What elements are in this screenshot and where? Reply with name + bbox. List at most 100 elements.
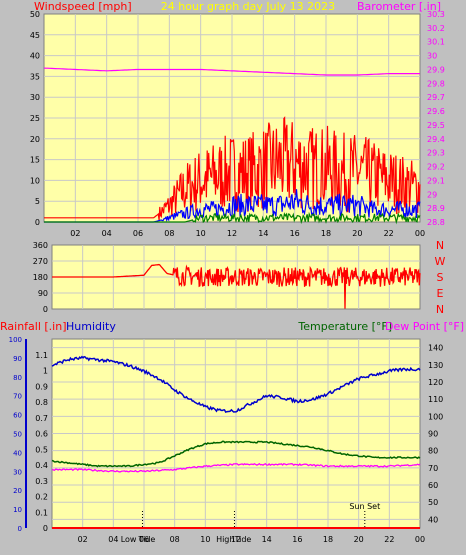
temperature-y-tick: 110 <box>428 395 443 404</box>
high-tide-label-word1: High <box>216 535 234 544</box>
climate-x-tick: 12 <box>231 535 241 544</box>
direction-grid <box>52 245 420 309</box>
temperature-y-tick: 50 <box>428 498 438 507</box>
barometer-y-tick: 30.3 <box>427 10 445 19</box>
windspeed-title: Windspeed [mph] <box>34 0 132 13</box>
humidity-y-tick: 30 <box>13 468 22 476</box>
compass-label: S <box>437 271 444 284</box>
climate-x-tick: 20 <box>354 535 364 544</box>
climate-x-tick: 02 <box>78 535 88 544</box>
temperature-y-tick: 120 <box>428 378 443 387</box>
climate-x-tick: 10 <box>200 535 210 544</box>
rainfall-y-axis: 0 0.1 0.2 0.3 0.4 0.5 0.6 0.7 0.8 0.9 1 1.1 <box>35 351 48 533</box>
rainfall-y-tick: 1.1 <box>35 351 48 360</box>
humidity-y-tick: 60 <box>13 412 22 420</box>
wind-y-tick: 45 <box>30 31 40 40</box>
temperature-y-tick: 130 <box>428 361 443 370</box>
humidity-line <box>51 355 421 414</box>
wind-x-tick: 12 <box>227 229 237 238</box>
dewpoint-line <box>51 462 421 473</box>
temperature-y-axis: 40 50 60 70 80 90 100 110 120 130 140 <box>428 344 443 525</box>
wind-direction-line <box>52 263 421 309</box>
humidity-y-tick: 20 <box>13 487 22 495</box>
wind-x-tick: 08 <box>164 229 174 238</box>
compass-label: W <box>435 255 446 268</box>
temperature-y-tick: 70 <box>428 464 438 473</box>
direction-y-tick: 0 <box>43 305 48 314</box>
barometer-y-axis: 28.8 28.9 29 29.1 29.2 29.3 29.4 29.5 29.6 29.7 29… <box>427 10 445 227</box>
wind-x-axis: 02 04 06 08 10 12 14 16 18 20 22 00 <box>70 229 425 238</box>
rainfall-y-tick: 0.3 <box>35 477 48 486</box>
temperature-y-tick: 90 <box>428 430 438 439</box>
rainfall-y-tick: 0.2 <box>35 493 48 502</box>
rainfall-y-tick: 0.6 <box>35 430 48 439</box>
compass-label: E <box>437 287 444 300</box>
rainfall-y-tick: 0 <box>43 524 48 533</box>
barometer-y-tick: 29.3 <box>427 149 445 158</box>
wind-y-tick: 10 <box>30 176 40 185</box>
wind-y-tick: 0 <box>35 218 40 227</box>
barometer-line <box>43 67 420 76</box>
humidity-y-tick: 0 <box>18 525 22 533</box>
temperature-y-tick: 100 <box>428 412 443 421</box>
humidity-y-tick: 10 <box>13 506 22 514</box>
direction-y-tick: 270 <box>33 257 48 266</box>
humidity-y-tick: 100 <box>9 336 22 344</box>
wind-y-tick: 35 <box>30 72 40 81</box>
direction-y-tick: 360 <box>33 241 48 250</box>
temperature-line <box>51 440 421 468</box>
wind-y-tick: 50 <box>30 10 40 19</box>
humidity-y-tick: 50 <box>13 431 22 439</box>
direction-y-tick: 180 <box>33 273 48 282</box>
temperature-y-tick: 60 <box>428 481 438 490</box>
climate-x-tick: 14 <box>262 535 272 544</box>
wind-y-tick: 30 <box>30 93 40 102</box>
wind-x-tick: 18 <box>321 229 331 238</box>
barometer-y-tick: 29.2 <box>427 163 445 172</box>
wind-series <box>43 67 421 225</box>
climate-x-axis: 02 04 06 08 10 12 14 16 18 20 22 00 <box>78 535 426 544</box>
barometer-y-tick: 29 <box>427 190 437 199</box>
humidity-label: Humidity <box>66 320 116 333</box>
humidity-y-axis: 0 10 20 30 40 50 60 70 80 90 100 <box>9 336 27 533</box>
rainfall-y-tick: 0.9 <box>35 382 48 391</box>
temperature-y-tick: 140 <box>428 344 443 353</box>
rainfall-y-tick: 1 <box>43 367 48 376</box>
humidity-y-tick: 40 <box>13 449 22 457</box>
barometer-y-tick: 29.6 <box>427 107 445 116</box>
wind-x-tick: 02 <box>70 229 80 238</box>
compass-label: N <box>436 303 444 316</box>
climate-x-tick: 04 <box>108 535 118 544</box>
barometer-y-tick: 30 <box>427 52 437 61</box>
rainfall-y-tick: 0.4 <box>35 461 48 470</box>
humidity-y-tick: 80 <box>13 374 22 382</box>
wind-x-tick: 20 <box>352 229 362 238</box>
direction-y-tick: 90 <box>38 289 48 298</box>
rainfall-y-tick: 0.7 <box>35 414 48 423</box>
wind-x-tick: 00 <box>415 229 425 238</box>
wind-x-tick: 04 <box>102 229 112 238</box>
wind-lull-line <box>44 211 421 225</box>
wind-y-tick: 15 <box>30 156 40 165</box>
rainfall-y-tick: 0.1 <box>35 508 48 517</box>
wind-y-tick: 5 <box>35 197 40 206</box>
direction-y-axis: 360 270 180 90 0 <box>33 241 48 314</box>
humidity-y-tick: 90 <box>13 355 22 363</box>
barometer-y-tick: 30.2 <box>427 24 445 33</box>
graph-title: 24 hour graph day July 13 2023 <box>161 0 335 13</box>
barometer-y-tick: 30.1 <box>427 38 445 47</box>
barometer-title: Barometer [.in] <box>357 0 441 13</box>
climate-x-tick: 22 <box>384 535 394 544</box>
barometer-y-tick: 28.8 <box>427 218 445 227</box>
low-tide-label-word2: Tide <box>137 535 155 544</box>
temperature-label: Temperature [°F] <box>297 320 392 333</box>
climate-x-tick: 16 <box>292 535 302 544</box>
climate-x-tick: 08 <box>170 535 180 544</box>
climate-x-tick: 18 <box>323 535 333 544</box>
temperature-y-tick: 80 <box>428 447 438 456</box>
climate-series <box>51 355 421 529</box>
